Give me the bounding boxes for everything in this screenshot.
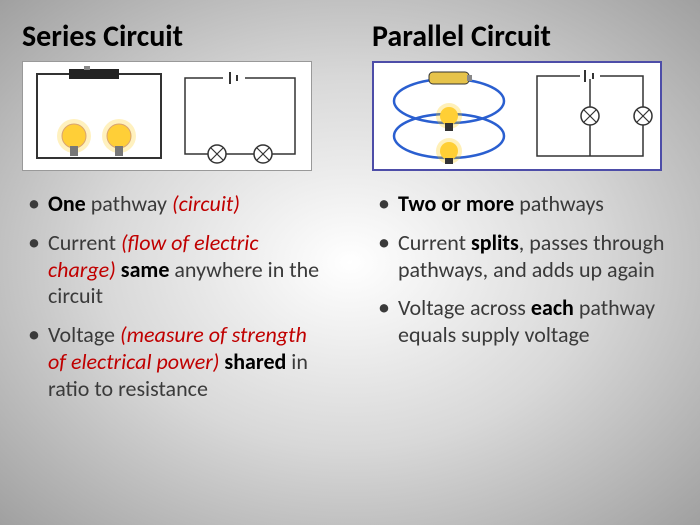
parallel-diagram <box>372 61 662 171</box>
parallel-schematic <box>525 66 655 166</box>
list-item: Current splits, passes through pathways,… <box>376 230 678 284</box>
series-title: Series Circuit <box>22 18 328 55</box>
list-item: One pathway (circuit) <box>26 191 328 218</box>
series-schematic <box>175 66 305 166</box>
list-item: Voltage (measure of strength of electric… <box>26 322 328 402</box>
parallel-pictorial <box>379 66 519 166</box>
list-item: Current (flow of electric charge) same a… <box>26 230 328 310</box>
series-bullet-list: One pathway (circuit) Current (flow of e… <box>22 191 328 403</box>
parallel-bullet-list: Two or more pathways Current splits, pas… <box>372 191 678 349</box>
series-diagram <box>22 61 312 171</box>
parallel-title: Parallel Circuit <box>372 18 678 55</box>
series-pictorial <box>29 66 169 166</box>
list-item: Voltage across each pathway equals suppl… <box>376 295 678 349</box>
list-item: Two or more pathways <box>376 191 678 218</box>
